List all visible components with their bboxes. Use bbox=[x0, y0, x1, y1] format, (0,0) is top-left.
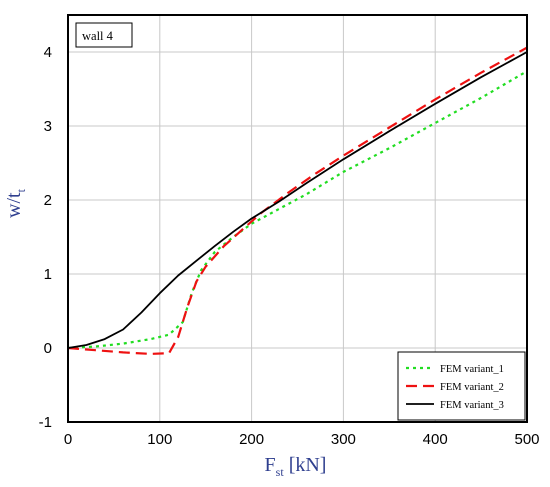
series-line-2 bbox=[67, 46, 528, 355]
annotation-box: wall 4 bbox=[75, 22, 133, 48]
x-tick-label: 300 bbox=[331, 431, 356, 448]
annotation-text: wall 4 bbox=[82, 29, 114, 43]
x-tick-label: 400 bbox=[423, 431, 448, 448]
series-line-1 bbox=[67, 70, 528, 350]
x-tick-label: 500 bbox=[514, 431, 539, 448]
legend-label: FEM variant_3 bbox=[440, 400, 504, 411]
y-tick-label: 0 bbox=[44, 340, 52, 357]
y-tick-label: 1 bbox=[44, 266, 52, 283]
x-axis-label: Fst [kN] bbox=[265, 454, 327, 479]
y-tick-label: 4 bbox=[44, 44, 52, 61]
legend-label: FEM variant_1 bbox=[440, 364, 504, 375]
series-lines bbox=[67, 46, 528, 355]
grid-lines bbox=[68, 15, 527, 422]
x-tick-label: 200 bbox=[239, 431, 264, 448]
y-axis-label-main: w/t bbox=[3, 192, 25, 218]
x-axis-label-sub: st bbox=[276, 465, 285, 479]
legend-label: FEM variant_2 bbox=[440, 382, 504, 393]
legend: FEM variant_1 FEM variant_2 FEM variant_3 bbox=[397, 351, 526, 421]
tick-labels: 0 100 200 300 400 500 -1 0 1 2 3 4 bbox=[39, 44, 540, 448]
y-tick-label: 3 bbox=[44, 118, 52, 135]
x-axis-label-unit: [kN] bbox=[284, 454, 327, 476]
x-axis-label-main: F bbox=[265, 454, 276, 476]
x-tick-label: 100 bbox=[147, 431, 172, 448]
series-line-3 bbox=[67, 51, 528, 349]
y-axis-label-sub: t bbox=[14, 188, 28, 192]
x-tick-label: 0 bbox=[64, 431, 72, 448]
y-tick-label: 2 bbox=[44, 192, 52, 209]
y-tick-label: -1 bbox=[39, 414, 52, 431]
plot-frame bbox=[67, 14, 528, 423]
y-axis-label: w/tt bbox=[3, 188, 28, 218]
